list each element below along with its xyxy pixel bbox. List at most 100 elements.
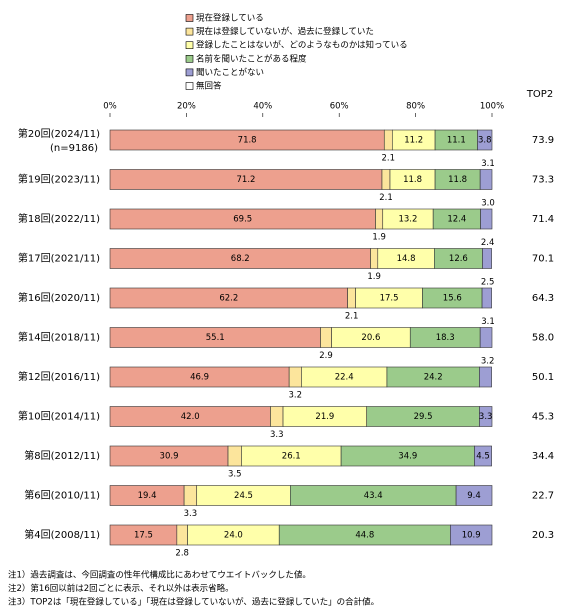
data-label: 68.2	[231, 254, 250, 264]
note: 注1）過去調査は、今回調査の性年代構成比にあわせてウエイトバックした値。	[8, 570, 311, 581]
category-label: 第18回(2022/11)	[18, 212, 100, 225]
bar-segment	[370, 248, 379, 269]
data-label: 42.0	[181, 412, 200, 422]
data-label: 19.4	[138, 491, 157, 501]
data-label: 2.4	[481, 238, 495, 248]
data-label: 11.8	[448, 175, 467, 185]
x-tick-label: 20%	[177, 102, 196, 112]
data-label: 3.0	[481, 199, 495, 209]
data-label: 11.2	[404, 136, 423, 146]
category-note: (n=9186)	[50, 143, 98, 154]
bar-segment	[288, 366, 302, 388]
data-label: 69.5	[233, 215, 252, 225]
data-label: 12.4	[447, 215, 466, 225]
data-label: 24.0	[224, 531, 243, 541]
bar-segment	[479, 169, 493, 190]
x-tick-label: 60%	[330, 102, 349, 112]
data-label: 3.1	[481, 159, 495, 169]
category-label: 第20回(2024/11)	[18, 127, 100, 140]
data-label: 2.8	[175, 549, 189, 559]
bar-segment	[479, 406, 493, 427]
data-label: 71.8	[238, 136, 257, 146]
data-label: 26.1	[282, 452, 301, 462]
category-label: 第17回(2021/11)	[18, 252, 100, 265]
legend-label: 現在登録している	[196, 13, 264, 24]
category-label: 第4回(2008/11)	[24, 528, 100, 541]
top2-value: 20.3	[532, 530, 554, 541]
data-label: 46.9	[190, 373, 209, 383]
top2-header: TOP2	[526, 89, 553, 100]
data-label: 2.1	[382, 154, 396, 164]
top2-value: 50.1	[532, 372, 554, 383]
top2-value: 71.4	[532, 214, 554, 225]
legend-swatch	[185, 14, 194, 22]
top2-value: 45.3	[532, 412, 554, 423]
legend-label: 現在は登録していないが、過去に登録していた	[196, 26, 374, 37]
legend-swatch	[185, 82, 194, 90]
bar-segment	[480, 208, 493, 230]
data-label: 3.1	[481, 317, 495, 327]
data-label: 30.9	[160, 452, 179, 462]
data-label: 22.4	[335, 373, 354, 383]
x-tick-label: 0%	[103, 102, 117, 112]
legend-swatch	[185, 27, 194, 36]
bar-segment	[176, 524, 188, 546]
data-label: 1.9	[372, 233, 386, 243]
data-label: 24.5	[234, 491, 253, 501]
legend-label: 無回答	[196, 81, 222, 92]
category-label: 第14回(2018/11)	[18, 331, 100, 344]
top2-value: 34.4	[532, 451, 554, 462]
data-label: 1.9	[367, 272, 381, 282]
bar-segment	[455, 485, 493, 506]
data-label: 12.6	[449, 254, 468, 264]
category-label: 第19回(2023/11)	[18, 173, 100, 186]
bar-segment	[227, 445, 242, 467]
data-label: 71.2	[237, 175, 256, 185]
legend-label: 名前を聞いたことがある程度	[196, 53, 307, 64]
data-label: 11.1	[447, 136, 466, 146]
note: 注3）TOP2は「現在登録している」「現在は登録していないが、過去に登録していた…	[8, 597, 379, 608]
data-label: 62.2	[219, 294, 238, 304]
note: 注2）第16回以前は2回ごとに表示、それ以外は表示省略。	[8, 583, 234, 594]
bar-segment	[375, 208, 384, 230]
data-label: 21.9	[315, 412, 334, 422]
top2-value: 22.7	[532, 491, 554, 502]
legend-swatch	[185, 54, 194, 63]
data-label: 2.9	[319, 351, 333, 361]
bar-segment	[479, 327, 493, 348]
data-label: 3.3	[184, 509, 198, 519]
category-label: 第8回(2012/11)	[24, 449, 100, 462]
bar-segment	[482, 248, 492, 269]
legend-label: 聞いたことがない	[196, 67, 264, 78]
data-label: 3.3	[479, 412, 493, 422]
bar-segment	[347, 287, 356, 309]
data-label: 2.1	[345, 312, 359, 322]
legend-swatch	[185, 68, 194, 77]
data-label: 14.8	[397, 254, 416, 264]
data-label: 4.5	[476, 452, 490, 462]
data-label: 3.5	[228, 470, 242, 480]
data-label: 2.5	[481, 278, 495, 288]
top2-value: 70.1	[532, 254, 554, 265]
data-label: 15.6	[443, 294, 462, 304]
category-label: 第6回(2010/11)	[24, 489, 100, 502]
data-label: 3.2	[481, 357, 495, 367]
bar-segment	[479, 366, 492, 388]
category-label: 第16回(2020/11)	[18, 291, 100, 304]
data-label: 17.5	[134, 531, 153, 541]
data-label: 20.6	[361, 333, 380, 343]
bar-segment	[474, 445, 492, 467]
data-label: 13.2	[398, 215, 417, 225]
bar-segment	[450, 524, 493, 546]
legend-swatch	[185, 41, 194, 50]
x-tick-label: 80%	[406, 102, 425, 112]
data-label: 2.1	[379, 193, 393, 203]
data-label: 29.5	[414, 412, 433, 422]
bar-segment	[320, 327, 332, 348]
bar-segment	[381, 169, 391, 190]
data-label: 24.2	[424, 373, 443, 383]
data-label: 9.4	[467, 491, 481, 501]
bar-segment	[270, 406, 284, 427]
data-label: 10.9	[462, 531, 481, 541]
